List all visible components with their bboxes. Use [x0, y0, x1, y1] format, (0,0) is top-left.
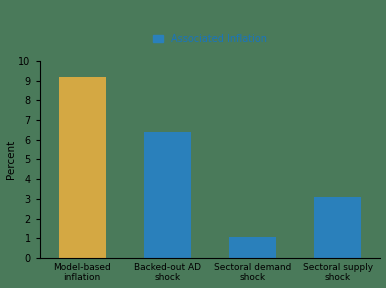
Bar [315, 197, 361, 258]
Bar [144, 132, 191, 258]
Bar [59, 77, 106, 258]
Legend: Associated Inflation: Associated Inflation [149, 30, 271, 48]
Bar [229, 237, 276, 258]
Y-axis label: Percent: Percent [5, 140, 15, 179]
